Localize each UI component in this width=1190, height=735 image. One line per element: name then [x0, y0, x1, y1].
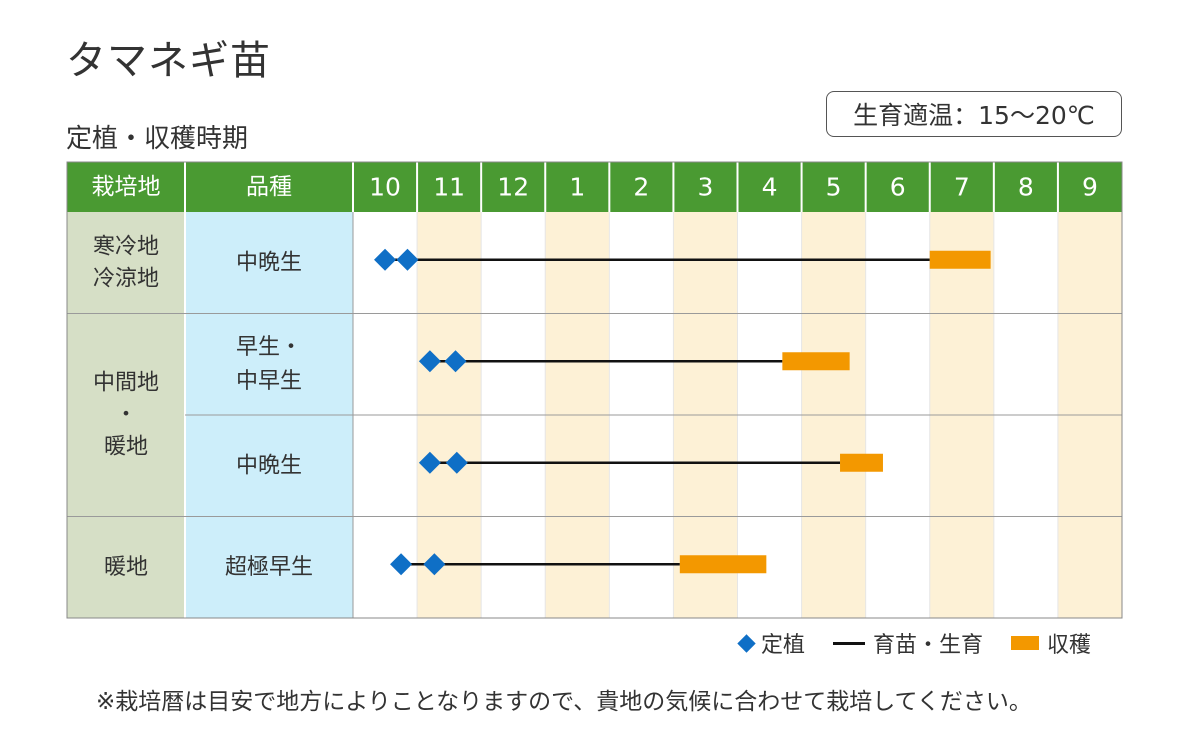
harvest-bar	[929, 250, 991, 269]
month-label: 10	[369, 173, 401, 202]
region-label: 冷涼地	[93, 266, 159, 291]
legend-item-growth: 育苗・生育	[833, 627, 983, 659]
region-label: 暖地	[104, 555, 148, 580]
region-label: 寒冷地	[93, 234, 159, 259]
region-label: ・	[115, 403, 137, 428]
legend-label-growth: 育苗・生育	[873, 633, 984, 658]
variety-label: 中晩生	[236, 250, 302, 275]
harvest-bar	[782, 352, 850, 371]
month-label: 4	[762, 173, 778, 202]
table-border	[66, 161, 1123, 619]
region-column-bg	[67, 212, 185, 618]
month-label: 1	[569, 173, 585, 202]
planting-diamond	[444, 350, 467, 373]
variety-label: 早生・	[236, 335, 302, 360]
legend-item-harvest: 収穫	[1011, 627, 1091, 659]
header-variety: 品種	[246, 174, 292, 200]
region-label: 暖地	[104, 435, 148, 460]
legend-label-harvest: 収穫	[1047, 633, 1092, 658]
planting-diamond	[445, 451, 468, 474]
legend: 定植 育苗・生育 収穫	[737, 626, 1091, 660]
harvest-bar	[840, 453, 883, 472]
planting-diamond	[396, 248, 419, 271]
header-region: 栽培地	[92, 174, 161, 200]
planting-diamond	[423, 553, 446, 576]
month-label: 5	[826, 173, 842, 202]
planting-diamond	[418, 350, 441, 373]
planting-diamond	[390, 553, 413, 576]
page-title: タマネギ苗	[66, 38, 271, 84]
bar-icon	[1011, 636, 1040, 650]
planting-diamond	[374, 248, 397, 271]
variety-label: 中晩生	[236, 453, 302, 478]
harvest-bar	[679, 555, 767, 574]
variety-label: 超極早生	[225, 555, 313, 580]
legend-label-planting: 定植	[761, 633, 806, 658]
footnote: ※栽培暦は目安で地方によりことなりますので、貴地の気候に合わせて栽培してください…	[96, 689, 1032, 715]
month-label: 6	[890, 173, 906, 202]
month-label: 12	[497, 173, 529, 202]
variety-label: 中早生	[236, 369, 302, 394]
month-label: 9	[1082, 173, 1098, 202]
line-icon	[833, 641, 866, 645]
planting-diamond	[418, 451, 441, 474]
month-label: 7	[954, 173, 970, 202]
diamond-icon	[737, 633, 756, 653]
region-label: 中間地	[93, 371, 159, 396]
month-label: 11	[433, 173, 465, 202]
temperature-badge: 生育適温：15〜20℃	[826, 91, 1122, 137]
header-bar	[67, 162, 1122, 212]
month-label: 2	[633, 173, 649, 202]
month-label: 8	[1018, 173, 1034, 202]
chart-subtitle: 定植・収穫時期	[66, 124, 249, 154]
month-label: 3	[698, 173, 714, 202]
legend-item-planting: 定植	[737, 627, 806, 659]
